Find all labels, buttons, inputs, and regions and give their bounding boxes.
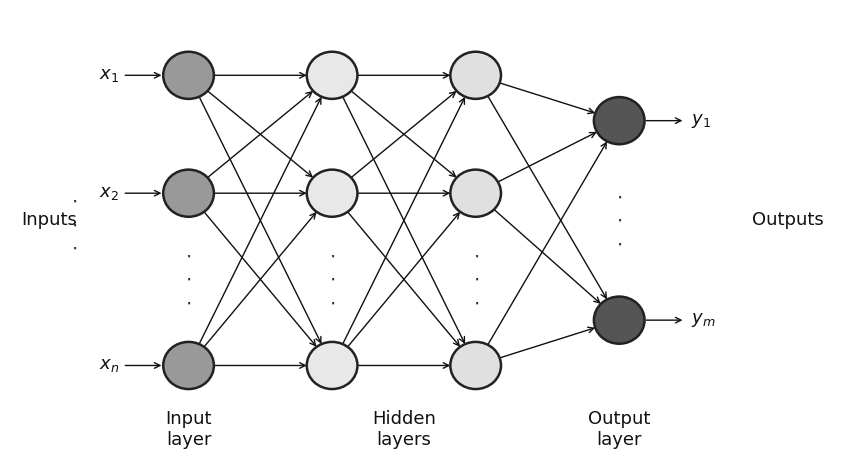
Text: $x_{1}$: $x_{1}$ bbox=[99, 66, 119, 84]
Text: Inputs: Inputs bbox=[21, 212, 77, 229]
Ellipse shape bbox=[307, 52, 358, 99]
Text: $\cdot$
$\cdot$
$\cdot$: $\cdot$ $\cdot$ $\cdot$ bbox=[473, 246, 479, 312]
Ellipse shape bbox=[163, 52, 214, 99]
Text: $\cdot$
$\cdot$
$\cdot$: $\cdot$ $\cdot$ $\cdot$ bbox=[616, 187, 622, 253]
Text: Outputs: Outputs bbox=[752, 212, 824, 229]
Ellipse shape bbox=[450, 52, 501, 99]
Ellipse shape bbox=[163, 342, 214, 389]
Text: $x_{n}$: $x_{n}$ bbox=[99, 357, 119, 374]
Ellipse shape bbox=[163, 169, 214, 217]
Ellipse shape bbox=[307, 169, 358, 217]
Text: Hidden
layers: Hidden layers bbox=[372, 410, 436, 449]
Text: $y_{1}$: $y_{1}$ bbox=[691, 112, 711, 130]
Ellipse shape bbox=[307, 342, 358, 389]
Text: $\cdot$
$\cdot$
$\cdot$: $\cdot$ $\cdot$ $\cdot$ bbox=[185, 246, 191, 312]
Ellipse shape bbox=[450, 342, 501, 389]
Text: $y_{m}$: $y_{m}$ bbox=[691, 311, 716, 329]
Text: $\cdot$
$\cdot$
$\cdot$: $\cdot$ $\cdot$ $\cdot$ bbox=[329, 246, 335, 312]
Ellipse shape bbox=[594, 297, 644, 344]
Text: $\cdot$
$\cdot$
$\cdot$: $\cdot$ $\cdot$ $\cdot$ bbox=[71, 192, 77, 258]
Text: Output
layer: Output layer bbox=[588, 410, 650, 449]
Text: Input
layer: Input layer bbox=[165, 410, 212, 449]
Text: $x_{2}$: $x_{2}$ bbox=[99, 184, 119, 202]
Ellipse shape bbox=[594, 97, 644, 144]
Ellipse shape bbox=[450, 169, 501, 217]
